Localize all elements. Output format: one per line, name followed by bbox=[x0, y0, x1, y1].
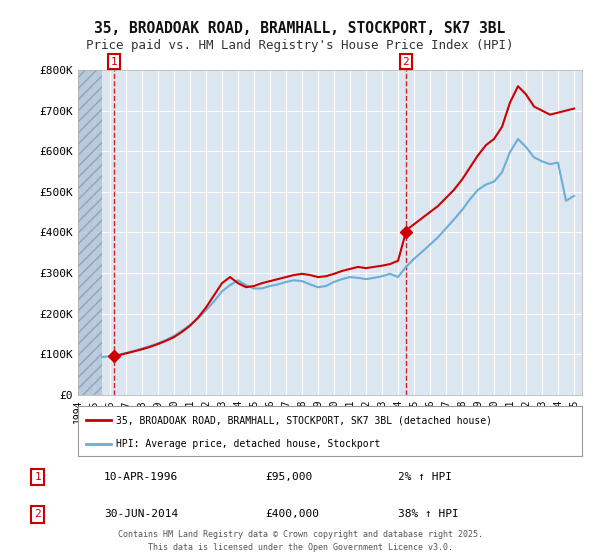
Text: 10-APR-1996: 10-APR-1996 bbox=[104, 472, 178, 482]
Text: £400,000: £400,000 bbox=[265, 510, 319, 520]
Text: 1: 1 bbox=[35, 472, 41, 482]
Text: 35, BROADOAK ROAD, BRAMHALL, STOCKPORT, SK7 3BL: 35, BROADOAK ROAD, BRAMHALL, STOCKPORT, … bbox=[94, 21, 506, 36]
Text: Price paid vs. HM Land Registry's House Price Index (HPI): Price paid vs. HM Land Registry's House … bbox=[86, 39, 514, 52]
Text: 30-JUN-2014: 30-JUN-2014 bbox=[104, 510, 178, 520]
Text: This data is licensed under the Open Government Licence v3.0.: This data is licensed under the Open Gov… bbox=[148, 543, 452, 552]
Text: 35, BROADOAK ROAD, BRAMHALL, STOCKPORT, SK7 3BL (detached house): 35, BROADOAK ROAD, BRAMHALL, STOCKPORT, … bbox=[116, 415, 492, 425]
Text: Contains HM Land Registry data © Crown copyright and database right 2025.: Contains HM Land Registry data © Crown c… bbox=[118, 530, 482, 539]
Text: 1: 1 bbox=[111, 57, 118, 67]
Text: 2: 2 bbox=[403, 57, 409, 67]
Text: 2: 2 bbox=[35, 510, 41, 520]
Text: 2% ↑ HPI: 2% ↑ HPI bbox=[398, 472, 452, 482]
Text: HPI: Average price, detached house, Stockport: HPI: Average price, detached house, Stoc… bbox=[116, 439, 380, 449]
Text: 38% ↑ HPI: 38% ↑ HPI bbox=[398, 510, 458, 520]
Text: £95,000: £95,000 bbox=[265, 472, 313, 482]
